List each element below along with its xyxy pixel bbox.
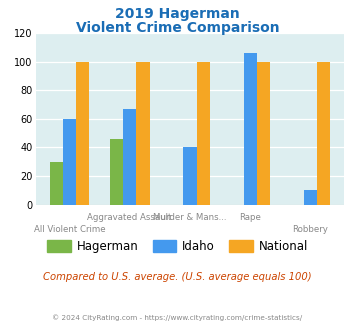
Text: © 2024 CityRating.com - https://www.cityrating.com/crime-statistics/: © 2024 CityRating.com - https://www.city… — [53, 314, 302, 321]
Legend: Hagerman, Idaho, National: Hagerman, Idaho, National — [42, 235, 313, 258]
Text: Aggravated Assault: Aggravated Assault — [87, 213, 172, 222]
Bar — [63, 119, 76, 205]
Bar — [136, 62, 149, 205]
Bar — [50, 162, 63, 205]
Bar — [244, 53, 257, 205]
Bar — [76, 62, 89, 205]
Bar — [183, 148, 197, 205]
Text: Compared to U.S. average. (U.S. average equals 100): Compared to U.S. average. (U.S. average … — [43, 272, 312, 282]
Text: Robbery: Robbery — [293, 225, 328, 234]
Bar — [123, 109, 136, 205]
Bar — [257, 62, 270, 205]
Bar — [197, 62, 210, 205]
Text: Murder & Mans...: Murder & Mans... — [153, 213, 227, 222]
Bar — [304, 190, 317, 205]
Text: 2019 Hagerman: 2019 Hagerman — [115, 7, 240, 21]
Bar — [110, 139, 123, 205]
Bar — [317, 62, 330, 205]
Text: Violent Crime Comparison: Violent Crime Comparison — [76, 21, 279, 35]
Text: All Violent Crime: All Violent Crime — [34, 225, 105, 234]
Text: Rape: Rape — [239, 213, 261, 222]
